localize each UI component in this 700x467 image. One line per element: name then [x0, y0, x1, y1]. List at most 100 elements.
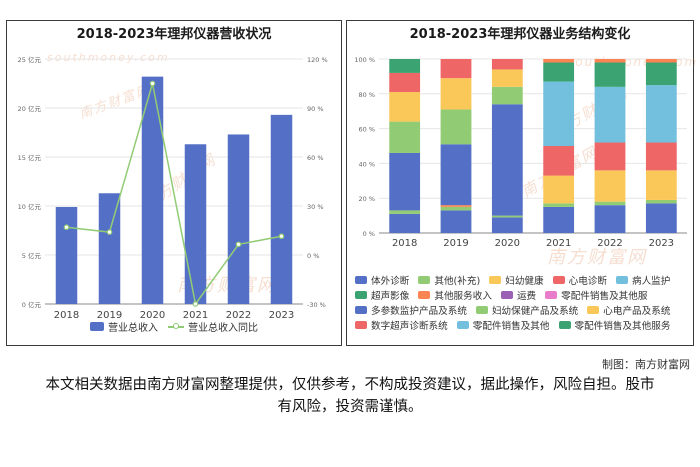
revenue-bar [270, 114, 293, 304]
yoy-point [235, 241, 242, 248]
x-tick-label: 2018 [392, 238, 417, 249]
structure-chart-panel: 2018-2023年理邦仪器业务结构变化 南方财富网 南方财富网 南方财富网 s… [346, 20, 696, 346]
legend-label: 零配件销售及其他服务 [574, 320, 671, 332]
stack-segment [645, 142, 677, 171]
legend-item-revenue[interactable]: 营业总收入 [90, 319, 158, 334]
legend-swatch [456, 320, 469, 329]
legend-item[interactable]: 运费 [500, 288, 537, 302]
yoy-point [149, 80, 156, 87]
legend-swatch [418, 275, 431, 284]
stack-segment [440, 78, 472, 110]
stack-segment [594, 170, 626, 202]
legend-label: 妇幼健康 [505, 275, 544, 287]
legend-item[interactable]: 零配件销售及其他服 [545, 288, 647, 302]
legend-swatch [355, 305, 367, 314]
revenue-chart-title: 2018-2023年理邦仪器营收状况 [76, 27, 272, 42]
legend-swatch [355, 275, 367, 284]
y-tick-label: 20 亿元 [18, 104, 42, 113]
stack-segment [491, 217, 523, 233]
legend-item[interactable]: 妇幼健康 [489, 273, 544, 287]
legend-item[interactable]: 超声影像 [355, 288, 409, 302]
legend-item-yoy[interactable]: 营业总收入同比 [168, 319, 258, 334]
watermark: 南方财富网 [547, 247, 647, 268]
stack-segment [645, 199, 677, 204]
legend-swatch [545, 290, 558, 299]
y-tick-label: 60 % [358, 126, 375, 134]
y-tick-label: 40 % [358, 160, 375, 168]
stack-segment [440, 206, 472, 211]
legend-item[interactable]: 妇幼保健产品及系统 [475, 303, 579, 317]
y-tick-label: 80 % [358, 91, 375, 99]
revenue-bar [184, 144, 207, 304]
yoy-line [66, 83, 282, 306]
legend-label: 营业总收入同比 [188, 323, 258, 334]
stack-segment [543, 146, 575, 176]
y-tick-label: 25 亿元 [18, 55, 42, 64]
stack-segment [543, 59, 575, 63]
stack-segment [543, 206, 575, 233]
stack-segment [440, 144, 472, 206]
stack-segment [389, 72, 421, 93]
legend-item[interactable]: 病人监护 [616, 273, 670, 287]
legend-label: 心电诊断 [568, 275, 607, 287]
y-right-tick-label: 90 % [307, 105, 324, 113]
legend-item[interactable]: 零配件销售及其他 [456, 318, 550, 332]
legend-swatch [558, 320, 571, 329]
legend-item[interactable]: 数字超声诊断系统 [355, 318, 448, 332]
credit-label: 制图：南方财富网 [602, 358, 690, 371]
stack-segment [491, 69, 523, 87]
stack-segment [491, 104, 523, 216]
stack-segment [389, 59, 421, 73]
legend-label: 其他服务收入 [434, 290, 492, 302]
legend-label: 运费 [516, 290, 537, 302]
stack-segment [440, 109, 472, 145]
y-tick-label: 0 亿元 [22, 300, 42, 309]
stack-segment [594, 62, 626, 87]
stack-segment [389, 210, 421, 214]
y-right-tick-label: -30 % [307, 301, 326, 309]
stack-segment [594, 201, 626, 206]
stack-segment [645, 62, 677, 86]
stack-segment [543, 81, 575, 146]
y-tick-label: 20 % [358, 195, 375, 203]
stack-segment [645, 203, 677, 233]
stack-segment [594, 86, 626, 143]
legend-swatch [500, 290, 513, 299]
x-tick-label: 2019 [443, 238, 468, 249]
x-tick-label: 2019 [97, 310, 122, 321]
x-tick-label: 2020 [140, 310, 165, 321]
legend-swatch [168, 322, 184, 331]
stack-segment [440, 210, 472, 233]
legend-item[interactable]: 其他(补充) [418, 273, 481, 287]
legend-swatch [355, 320, 367, 329]
structure-chart: 0 % 20 % 40 % 60 % 80 % 100 % 2018 2019 2020 2021… [354, 56, 687, 249]
y-tick-label: 10 亿元 [18, 202, 42, 211]
legend-label: 心电产品及系统 [603, 305, 671, 317]
revenue-chart-panel: 2018-2023年理邦仪器营收状况 南方财富网 南方财富网 南方财富网 sou… [6, 20, 342, 346]
x-tick-label: 2021 [546, 238, 571, 249]
legend-label: 妇幼保健产品及系统 [491, 305, 579, 317]
yoy-point [106, 229, 113, 235]
stack-segment [594, 142, 626, 171]
legend-item[interactable]: 心电诊断 [552, 273, 607, 287]
legend-label: 零配件销售及其他 [472, 320, 550, 332]
legend-swatch [616, 275, 628, 284]
legend-item[interactable]: 心电产品及系统 [587, 303, 671, 317]
legend-swatch [552, 275, 565, 284]
y-right-tick-label: 30 % [307, 203, 324, 211]
legend-label: 数字超声诊断系统 [371, 320, 448, 332]
stack-segment [594, 59, 626, 63]
stack-segment [543, 175, 575, 204]
x-tick-label: 2020 [495, 238, 520, 249]
legend-label: 多参数监护产品及系统 [371, 305, 467, 317]
legend-item[interactable]: 体外诊断 [355, 273, 409, 287]
disclaimer-text: 本文相关数据由南方财富网整理提供，仅供参考，不构成投资建议，据此操作，风险自担。… [45, 377, 655, 415]
x-tick-label: 2021 [183, 310, 208, 321]
x-tick-label: 2018 [54, 310, 79, 321]
legend-item[interactable]: 零配件销售及其他服务 [558, 318, 671, 332]
legend-item[interactable]: 其他服务收入 [418, 288, 492, 302]
legend-label: 其他(补充) [434, 275, 481, 287]
watermark-url: southmoney.com [47, 51, 170, 64]
legend-item[interactable]: 多参数监护产品及系统 [355, 303, 467, 317]
stack-segment [389, 92, 421, 122]
